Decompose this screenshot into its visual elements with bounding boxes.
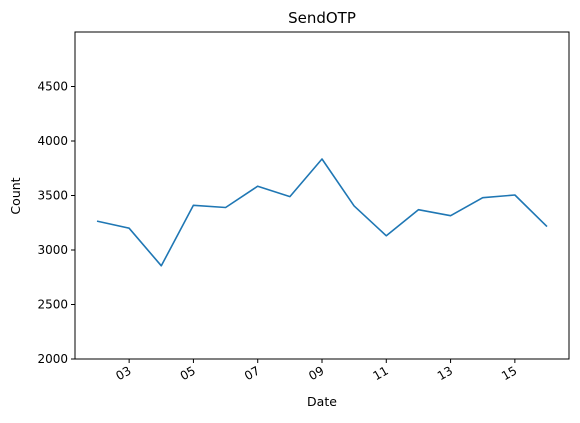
y-tick-label: 4500 [37,80,68,94]
x-axis: 03 05 07 09 11 13 15 [113,359,519,383]
x-tick-label: 03 [113,363,133,383]
x-axis-label: Date [307,394,337,409]
y-axis-label: Count [8,177,23,214]
x-tick-label: 07 [242,363,262,383]
x-tick-label: 13 [435,363,455,383]
chart-title: SendOTP [288,9,356,27]
plot-area [74,31,570,360]
x-tick-label: 09 [306,363,326,383]
series-layer [96,158,548,267]
y-tick-label: 2500 [37,298,68,312]
y-axis: 2000 2500 3000 3500 4000 4500 [37,80,75,366]
y-tick-label: 4000 [37,134,68,148]
y-tick-label: 3500 [37,189,68,203]
series-line [96,158,548,267]
x-tick-label: 11 [371,363,391,383]
y-tick-label: 2000 [37,352,68,366]
y-tick-label: 3000 [37,243,68,257]
x-tick-label: 05 [178,363,198,383]
x-tick-label: 15 [499,363,519,383]
